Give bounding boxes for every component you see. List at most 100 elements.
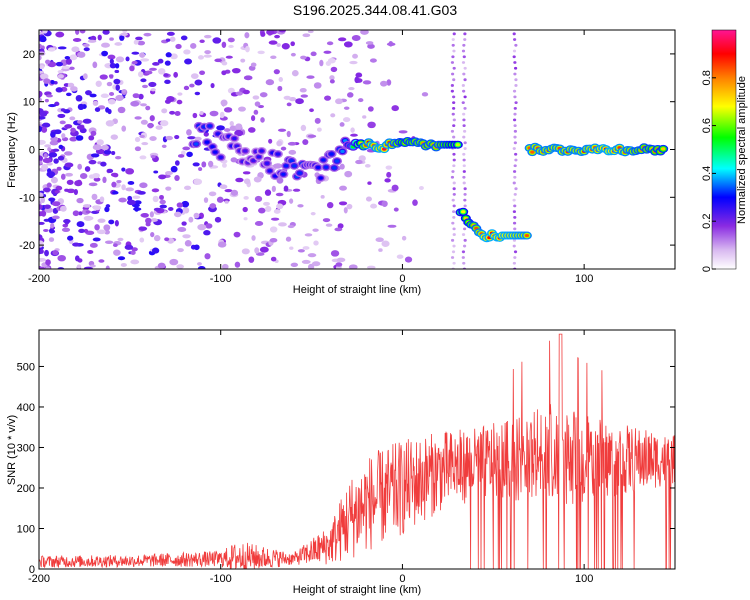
heatmap-streak bbox=[463, 38, 467, 41]
heatmap-speck bbox=[349, 60, 358, 65]
heatmap-speck bbox=[366, 265, 376, 269]
heatmap-speck bbox=[290, 52, 296, 57]
heatmap-speck bbox=[234, 261, 241, 268]
heatmap-speck bbox=[101, 42, 110, 48]
heatmap-speck bbox=[309, 108, 314, 113]
heatmap-speck bbox=[164, 60, 171, 66]
heatmap-speck bbox=[281, 43, 290, 50]
heatmap-speck bbox=[280, 146, 287, 151]
heatmap-speck bbox=[85, 90, 92, 96]
heatmap-speck bbox=[141, 142, 149, 146]
heatmap-speck bbox=[121, 167, 126, 172]
heatmap-speck bbox=[344, 170, 353, 178]
snr-ylabel: SNR (10 * v/v) bbox=[6, 415, 18, 485]
heatmap-speck bbox=[117, 256, 126, 261]
heatmap-speck bbox=[192, 162, 200, 167]
heatmap-speck bbox=[117, 237, 124, 242]
ridge-core bbox=[289, 159, 294, 163]
heatmap-speck bbox=[131, 60, 138, 65]
heatmap-speck bbox=[254, 195, 263, 202]
heatmap-speck bbox=[116, 179, 122, 184]
heatmap-streak bbox=[462, 181, 466, 185]
heatmap-streak bbox=[512, 147, 516, 150]
heatmap-speck bbox=[217, 241, 227, 248]
heatmap-speck bbox=[50, 131, 56, 138]
heatmap-speck bbox=[89, 242, 98, 248]
heatmap-streak bbox=[450, 61, 455, 64]
heatmap-speck bbox=[163, 73, 169, 77]
heatmap-speck bbox=[194, 91, 201, 96]
y-tick-label: 200 bbox=[17, 483, 35, 495]
heatmap-streak bbox=[461, 250, 466, 254]
heatmap-speck bbox=[51, 215, 60, 220]
heatmap-speck bbox=[170, 165, 178, 173]
heatmap-speck bbox=[297, 204, 304, 208]
heatmap-speck bbox=[100, 93, 109, 99]
heatmap-speck bbox=[79, 30, 86, 34]
heatmap-speck bbox=[228, 44, 234, 48]
heatmap-speck bbox=[314, 117, 321, 124]
heatmap-speck bbox=[69, 54, 78, 61]
heatmap-speck bbox=[290, 41, 295, 47]
heatmap-speck bbox=[412, 199, 418, 206]
heatmap-speck bbox=[138, 93, 144, 100]
heatmap-streak bbox=[512, 55, 516, 59]
heatmap-speck bbox=[61, 227, 71, 232]
heatmap-speck bbox=[104, 240, 114, 244]
heatmap-speck bbox=[39, 55, 42, 61]
heatmap-speck bbox=[330, 113, 336, 118]
heatmap-speck bbox=[109, 62, 117, 69]
heatmap-speck bbox=[342, 117, 351, 123]
heatmap-streak bbox=[462, 118, 466, 122]
heatmap-speck bbox=[176, 99, 183, 105]
heatmap-speck bbox=[229, 120, 234, 127]
heatmap-speck bbox=[183, 85, 190, 91]
heatmap-speck bbox=[45, 59, 51, 65]
heatmap-speck bbox=[253, 109, 259, 115]
heatmap-speck bbox=[87, 39, 97, 43]
heatmap-speck bbox=[235, 123, 243, 130]
heatmap-speck bbox=[346, 203, 353, 210]
heatmap-speck bbox=[127, 180, 135, 185]
heatmap-speck bbox=[84, 166, 91, 172]
heatmap-speck bbox=[302, 33, 311, 38]
heatmap-streak bbox=[462, 89, 466, 93]
heatmap-speck bbox=[169, 258, 179, 266]
heatmap-speck bbox=[150, 155, 156, 159]
heatmap-speck bbox=[75, 30, 80, 35]
heatmap-streak bbox=[463, 66, 467, 70]
heatmap-streak bbox=[512, 118, 517, 122]
heatmap-speck bbox=[92, 144, 102, 151]
heatmap-speck bbox=[251, 235, 256, 241]
heatmap-speck bbox=[186, 151, 193, 158]
heatmap-speck bbox=[335, 98, 343, 105]
heatmap-speck bbox=[317, 127, 322, 132]
heatmap-streak bbox=[461, 61, 466, 64]
heatmap-speck bbox=[222, 163, 227, 168]
heatmap-speck bbox=[64, 162, 74, 168]
heatmap-speck bbox=[60, 205, 67, 212]
heatmap-speck bbox=[150, 218, 158, 222]
heatmap-streak bbox=[463, 95, 467, 99]
heatmap-streak bbox=[463, 227, 467, 231]
heatmap-speck bbox=[209, 203, 217, 209]
heatmap-speck bbox=[313, 82, 322, 89]
heatmap-speck bbox=[132, 195, 141, 199]
heatmap-speck bbox=[50, 222, 55, 229]
heatmap-speck bbox=[387, 224, 397, 228]
ridge-core bbox=[292, 164, 297, 168]
heatmap-speck bbox=[242, 89, 250, 95]
heatmap-speck bbox=[375, 237, 384, 243]
heatmap-streak bbox=[463, 129, 467, 133]
heatmap-streak bbox=[513, 129, 517, 133]
heatmap-streak bbox=[512, 210, 516, 214]
heatmap-speck bbox=[190, 73, 199, 80]
heatmap-streak bbox=[451, 221, 455, 225]
heatmap-speck bbox=[77, 120, 83, 124]
heatmap-streak bbox=[462, 175, 466, 179]
heatmap-streak bbox=[452, 193, 456, 196]
heatmap-speck bbox=[325, 223, 333, 227]
heatmap-speck bbox=[78, 211, 83, 216]
heatmap-speck bbox=[327, 57, 336, 64]
